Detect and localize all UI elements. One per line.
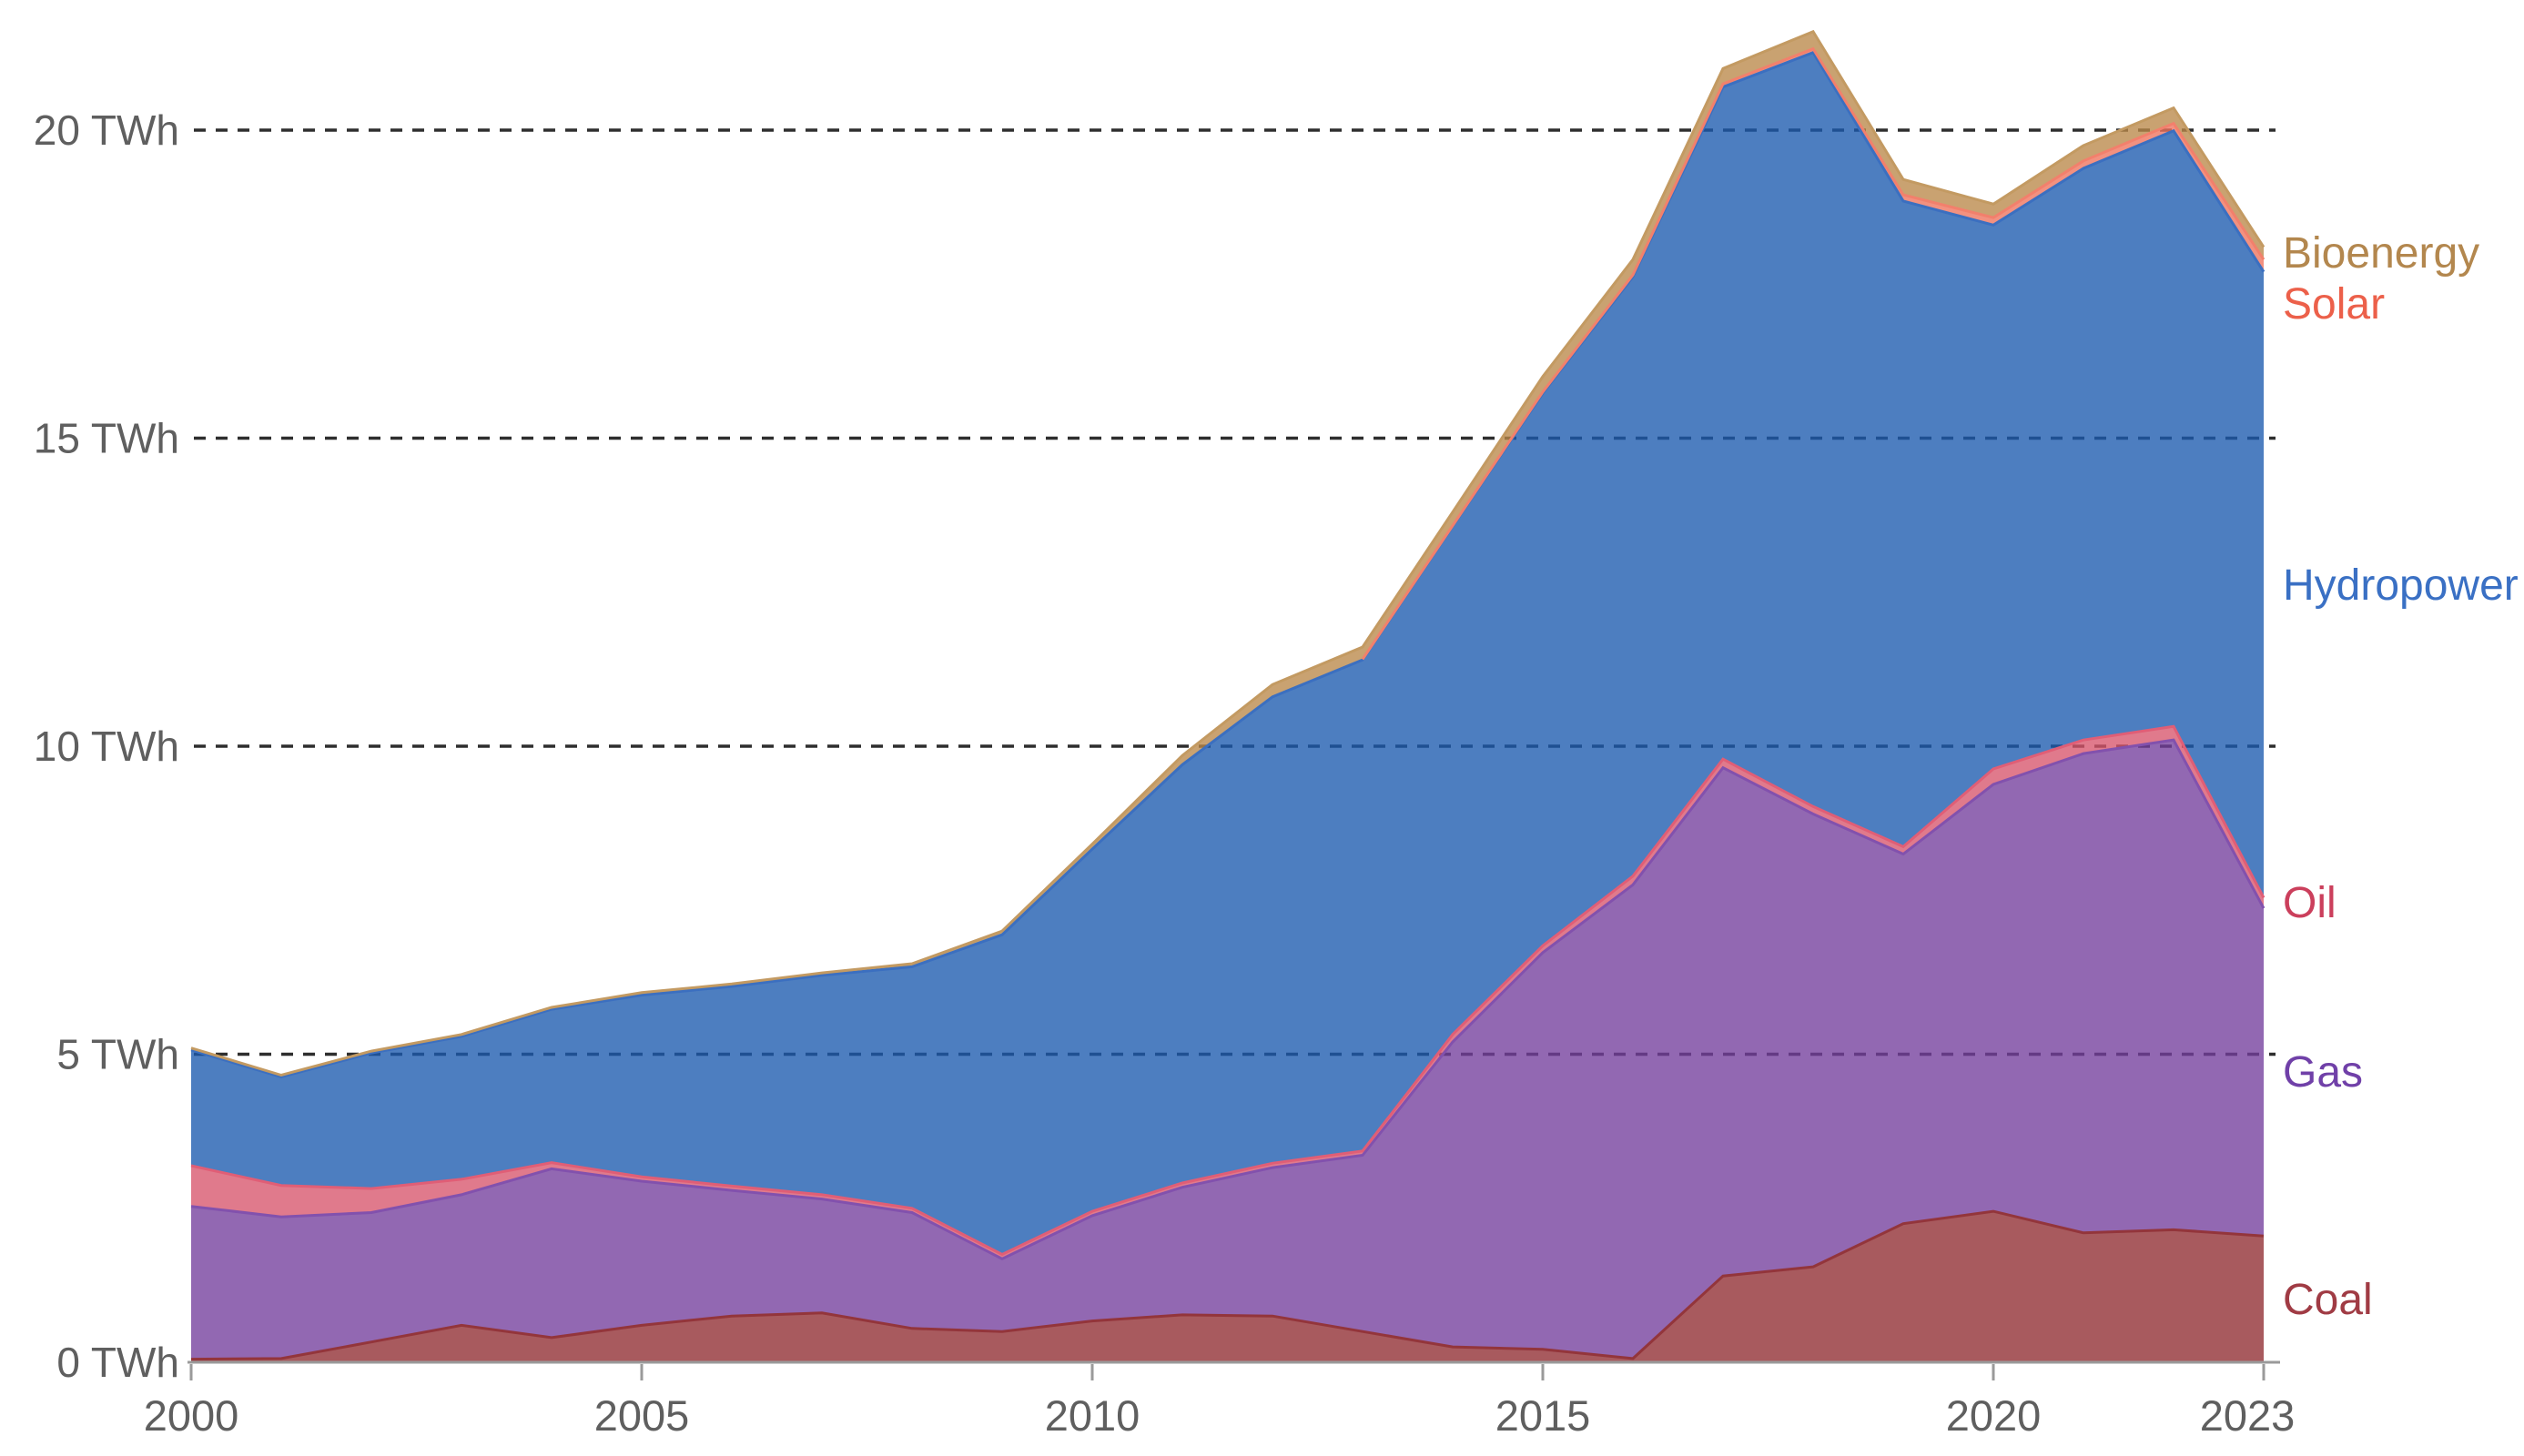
- y-axis-label-20-twh: 20 TWh: [34, 106, 179, 154]
- x-axis-label-2005: 2005: [594, 1391, 690, 1440]
- topline-gas: [190, 738, 2266, 1260]
- series-label-bioenergy[interactable]: Bioenergy: [2283, 229, 2479, 278]
- x-axis-label-2023: 2023: [2200, 1391, 2296, 1440]
- area-band-oil[interactable]: [191, 726, 2264, 1259]
- series-toplines-group: [190, 29, 2266, 1361]
- axis-group: [188, 1360, 2280, 1380]
- topline-solar: [1361, 46, 2266, 661]
- x-axis-label-2010: 2010: [1045, 1391, 1140, 1440]
- topline-oil: [190, 724, 2266, 1257]
- x-axis-labels-group: 2000 2005 2010 2015 2020 2023: [144, 1391, 2296, 1440]
- x-axis-label-2000: 2000: [144, 1391, 239, 1440]
- area-bands-group: [191, 31, 2264, 1362]
- series-label-solar[interactable]: Solar: [2283, 280, 2385, 329]
- y-axis-label-10-twh: 10 TWh: [34, 723, 179, 770]
- y-axis-label-15-twh: 15 TWh: [34, 415, 179, 462]
- x-axis-label-2020: 2020: [1946, 1391, 2042, 1440]
- topline-coal: [190, 1209, 2265, 1361]
- area-band-hydropower[interactable]: [191, 52, 2264, 1255]
- series-label-oil[interactable]: Oil: [2283, 879, 2336, 927]
- topline-hydropower: [190, 50, 2266, 1079]
- y-axis-label-5-twh: 5 TWh: [56, 1031, 179, 1078]
- area-band-coal[interactable]: [191, 1211, 2264, 1362]
- area-band-gas[interactable]: [191, 740, 2264, 1360]
- series-label-hydropower[interactable]: Hydropower: [2283, 561, 2519, 610]
- series-label-coal[interactable]: Coal: [2283, 1276, 2373, 1324]
- series-label-gas[interactable]: Gas: [2283, 1048, 2363, 1097]
- y-axis-labels-group: 0 TWh 5 TWh 10 TWh 15 TWh 20 TWh: [34, 106, 179, 1386]
- x-axis-label-2015: 2015: [1495, 1391, 1591, 1440]
- topline-bioenergy: [190, 29, 2266, 1077]
- y-axis-label-0-twh: 0 TWh: [56, 1339, 179, 1386]
